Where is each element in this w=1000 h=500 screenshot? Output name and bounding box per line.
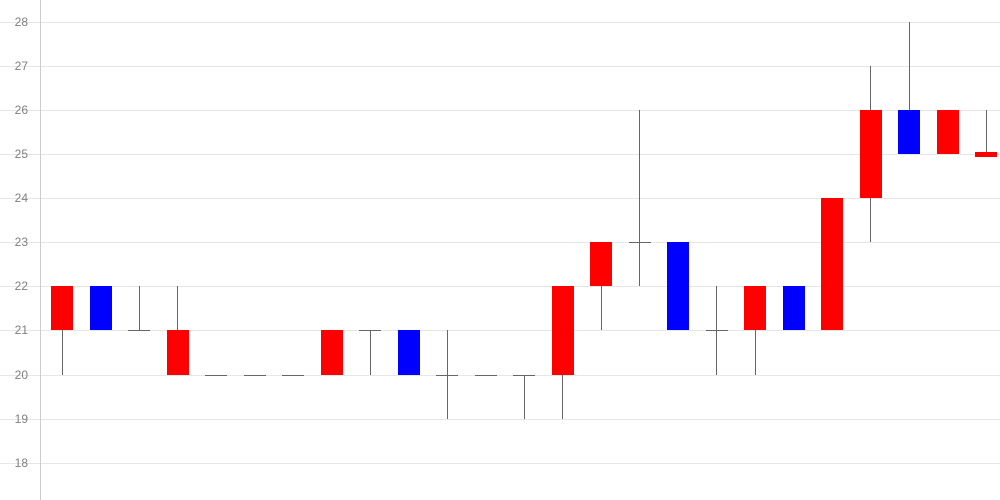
y-axis-label: 20 [0, 368, 28, 382]
candle-body [667, 242, 689, 330]
candle-body [167, 330, 189, 374]
candle-doji [475, 375, 497, 376]
candle-doji [244, 375, 266, 376]
gridline [0, 330, 1000, 331]
y-axis-label: 27 [0, 59, 28, 73]
candle-body [860, 110, 882, 198]
y-axis-label: 26 [0, 103, 28, 117]
candle-body [321, 330, 343, 374]
y-axis-label: 21 [0, 323, 28, 337]
candle-doji [128, 330, 150, 331]
gridline [0, 22, 1000, 23]
gridline [0, 375, 1000, 376]
candle-doji [706, 330, 728, 331]
candle-body [590, 242, 612, 286]
candle-body [744, 286, 766, 330]
candle-wick [524, 375, 525, 419]
gridline [0, 286, 1000, 287]
candle-doji [282, 375, 304, 376]
gridline [0, 242, 1000, 243]
gridline [0, 110, 1000, 111]
candle-body [937, 110, 959, 154]
y-axis-label: 19 [0, 412, 28, 426]
y-axis-label: 25 [0, 147, 28, 161]
candle-wick [986, 110, 987, 154]
gridline [0, 419, 1000, 420]
y-axis-label: 22 [0, 279, 28, 293]
candle-body [552, 286, 574, 374]
candle-doji [629, 242, 651, 243]
candlestick-chart: 181920212223242526272829 [0, 0, 1000, 500]
candle-body [398, 330, 420, 374]
candle-doji [513, 375, 535, 376]
gridline [0, 154, 1000, 155]
gridline [0, 463, 1000, 464]
y-axis-label: 24 [0, 191, 28, 205]
candle-doji [359, 330, 381, 331]
candle-body [898, 110, 920, 154]
gridline [0, 198, 1000, 199]
candle-wick [639, 110, 640, 286]
candle-body [975, 152, 997, 156]
candle-body [821, 198, 843, 330]
y-axis-label: 23 [0, 235, 28, 249]
candle-wick [370, 330, 371, 374]
candle-body [90, 286, 112, 330]
gridline [0, 66, 1000, 67]
candle-wick [139, 286, 140, 330]
candle-doji [436, 375, 458, 376]
candle-doji [205, 375, 227, 376]
y-axis-line [40, 0, 41, 500]
y-axis-label: 28 [0, 15, 28, 29]
candle-body [783, 286, 805, 330]
y-axis-label: 18 [0, 456, 28, 470]
candle-body [51, 286, 73, 330]
